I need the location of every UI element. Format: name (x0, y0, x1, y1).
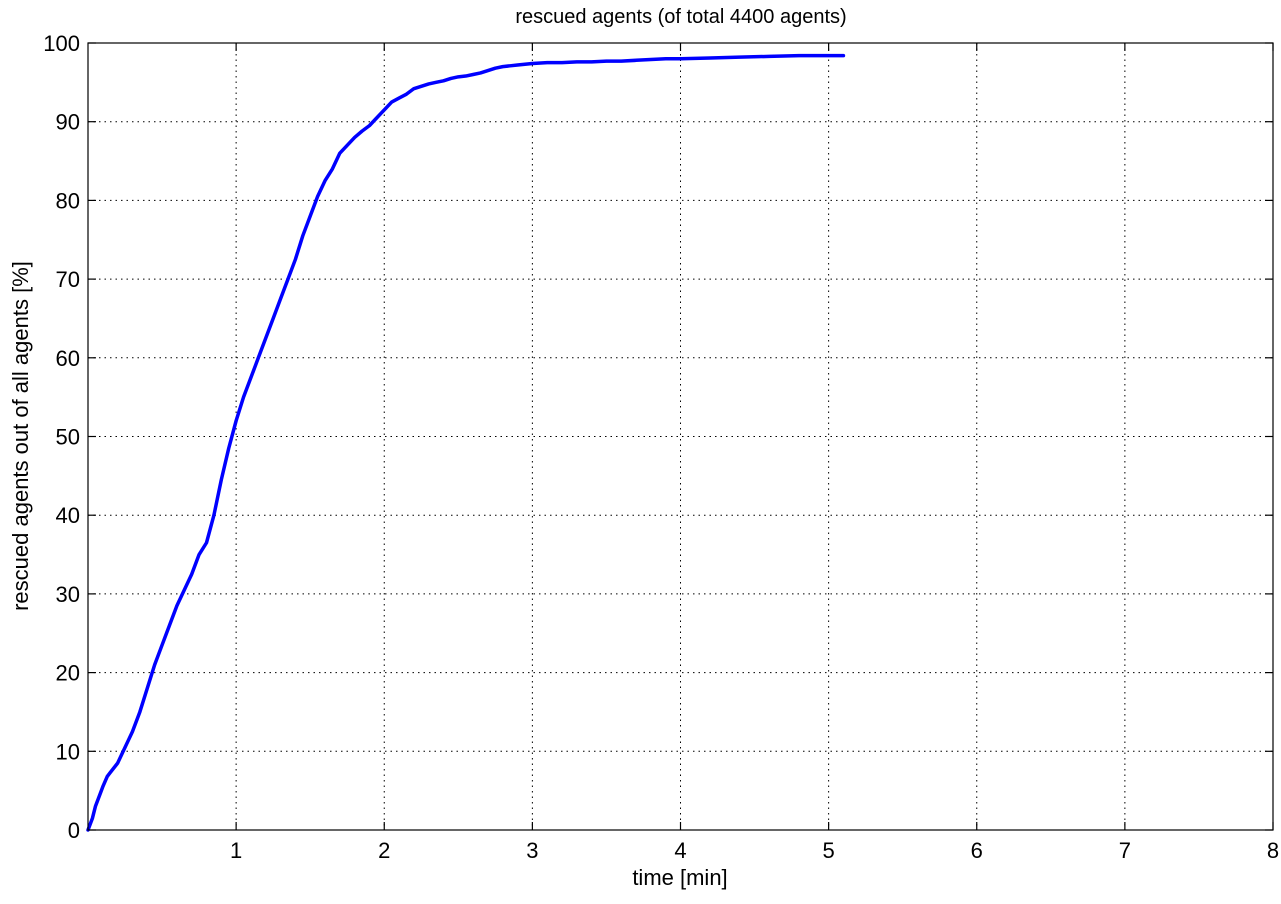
y-tick-label: 80 (56, 188, 80, 213)
grid (88, 43, 1273, 830)
y-tick-label: 30 (56, 582, 80, 607)
y-tick-label: 10 (56, 739, 80, 764)
y-tick-label: 60 (56, 346, 80, 371)
y-tick-label: 0 (68, 818, 80, 843)
y-tick-label: 100 (43, 31, 80, 56)
x-tick-label: 1 (230, 838, 242, 863)
y-tick-label: 40 (56, 503, 80, 528)
x-axis-label: time [min] (632, 865, 727, 890)
plot-frame (87, 42, 1274, 831)
x-tick-label: 2 (378, 838, 390, 863)
series-line-rescued-agents (86, 53, 846, 832)
series-layer (86, 53, 846, 832)
y-tick-label: 20 (56, 661, 80, 686)
x-tick-label: 4 (674, 838, 686, 863)
y-tick-label: 90 (56, 110, 80, 135)
chart-title: rescued agents (of total 4400 agents) (515, 6, 846, 28)
x-tick-label: 8 (1267, 838, 1279, 863)
x-tick-label: 6 (971, 838, 983, 863)
x-tick-label: 7 (1119, 838, 1131, 863)
x-tick-label: 3 (526, 838, 538, 863)
x-tick-label: 5 (823, 838, 835, 863)
y-axis-label: rescued agents out of all agents [%] (8, 261, 33, 611)
y-tick-label: 70 (56, 267, 80, 292)
y-tick-label: 50 (56, 425, 80, 450)
